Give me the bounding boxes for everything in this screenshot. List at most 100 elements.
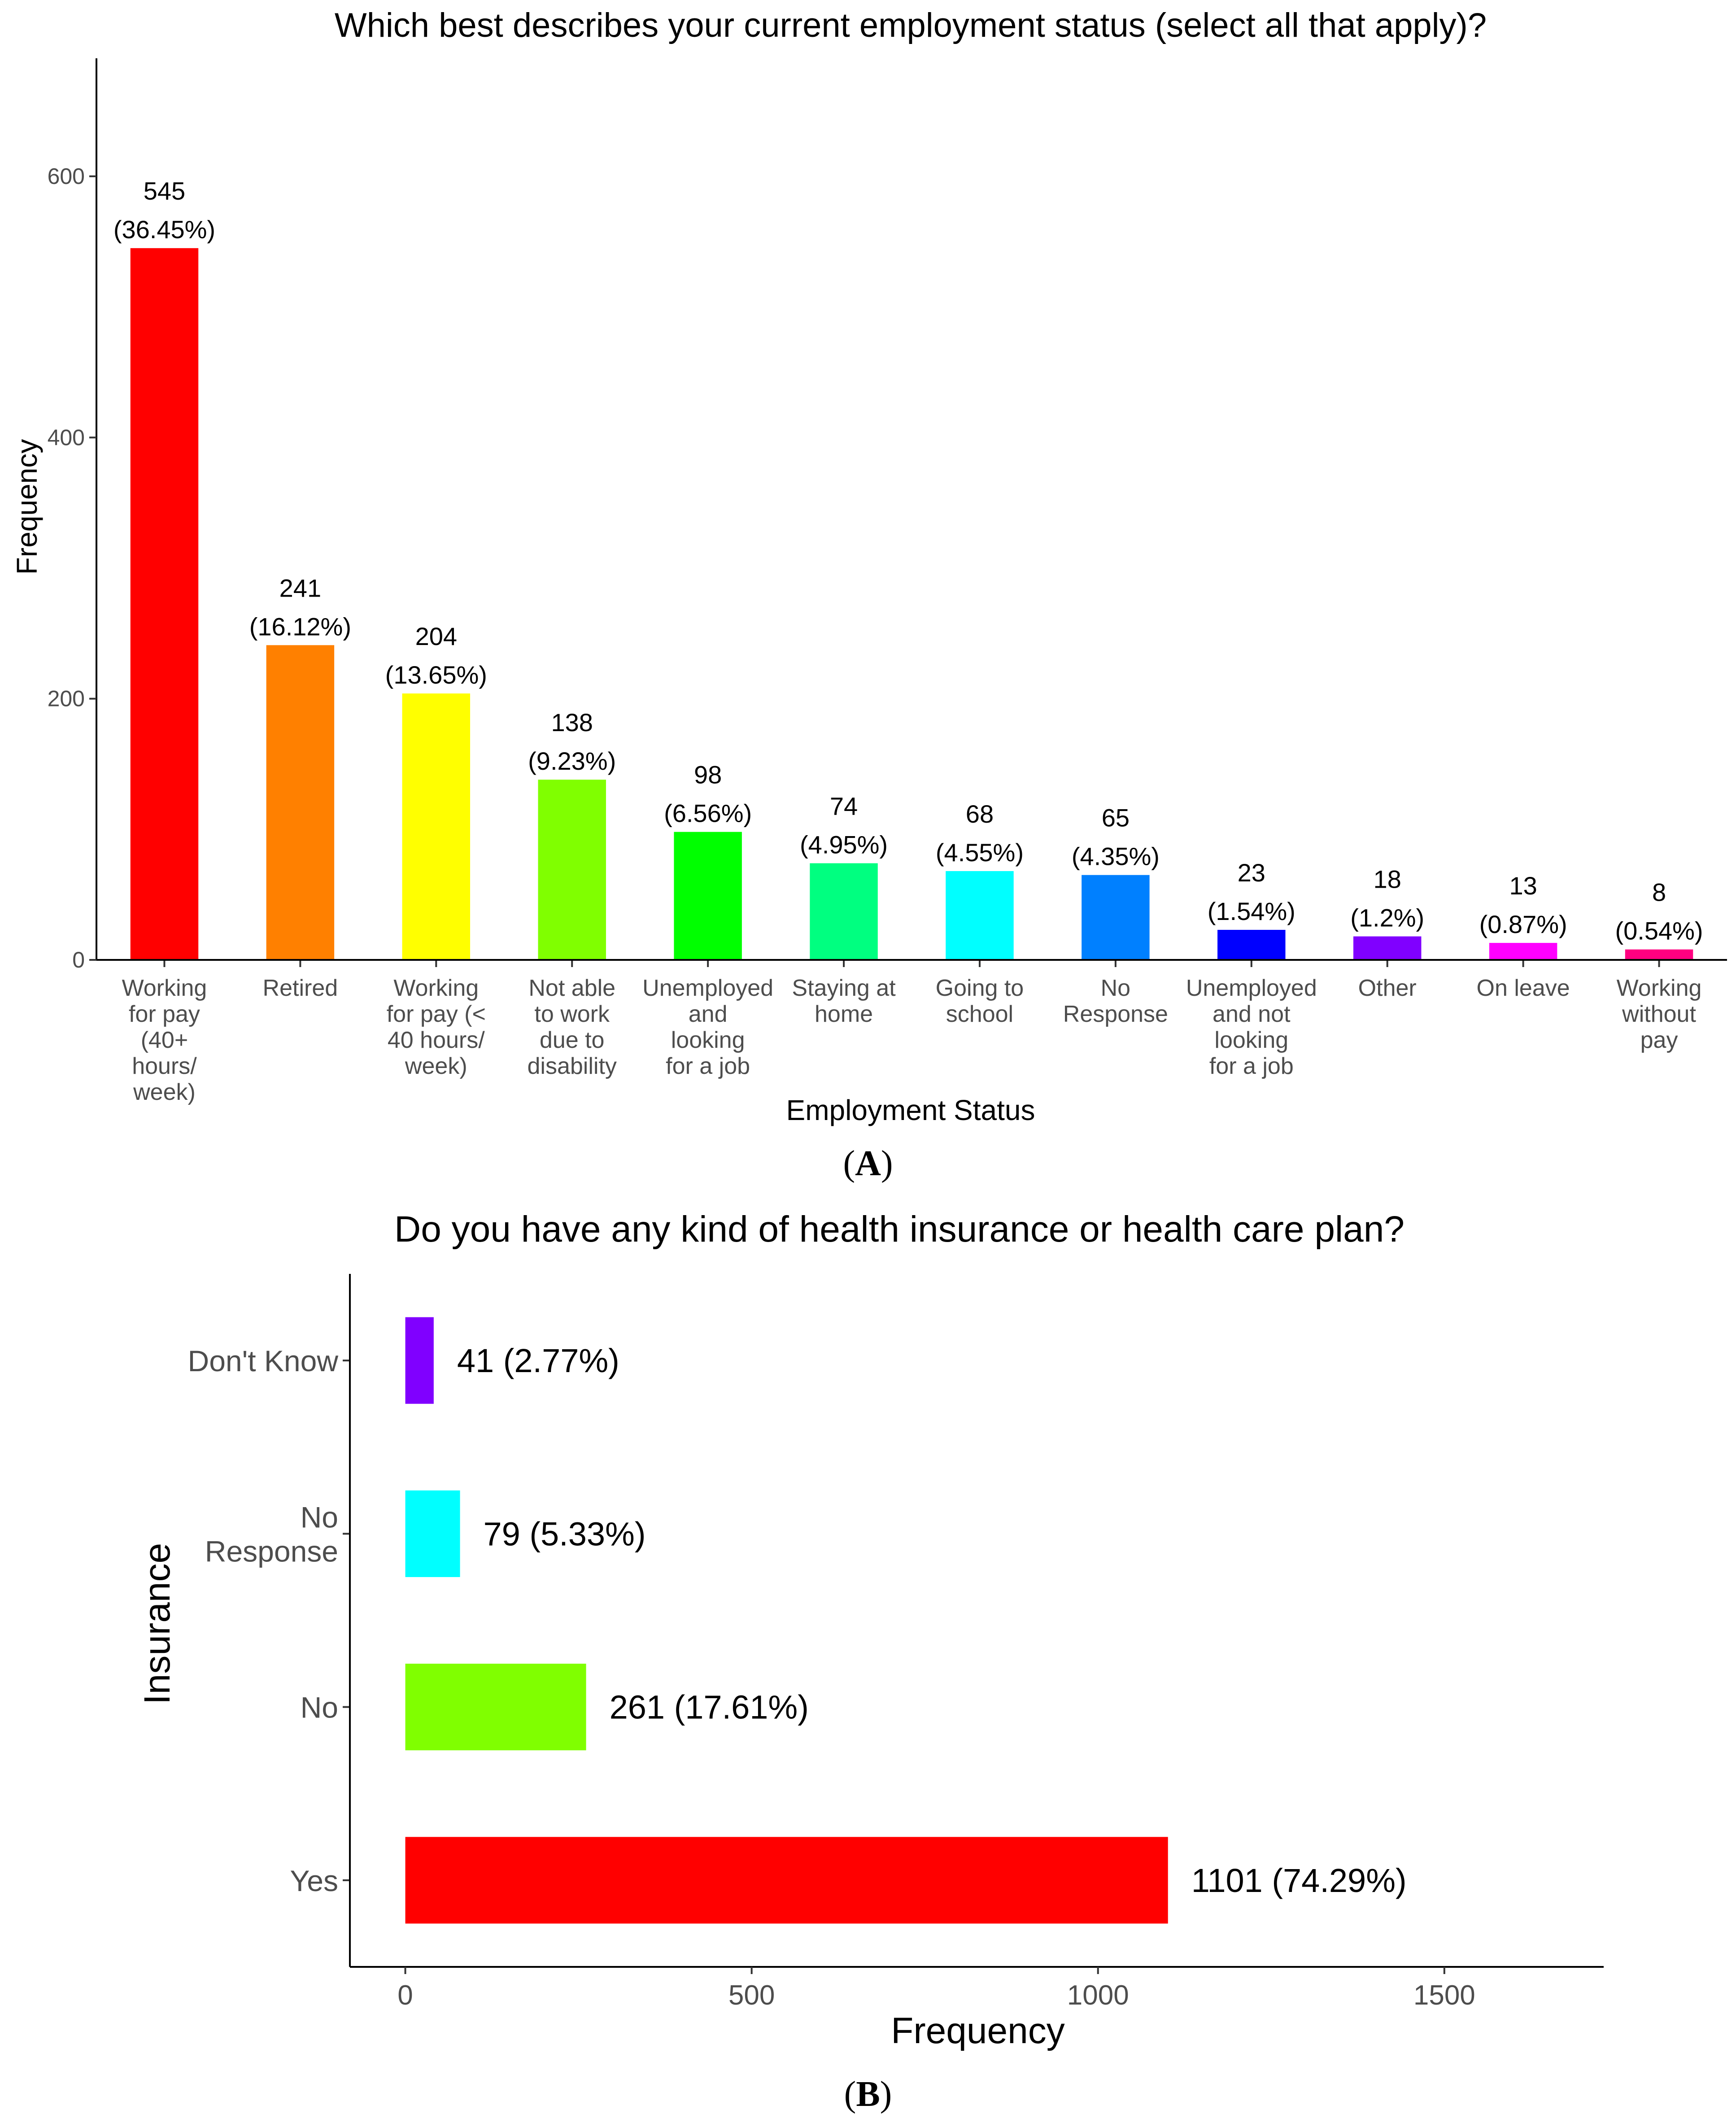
chart-a-x-tick-label-line: Working — [1617, 975, 1702, 1001]
chart-a-bar-value: 241 — [279, 574, 321, 602]
chart-a-x-axis: Working for pay (40+ hours/week) Retired Work… — [96, 959, 1727, 1105]
chart-b-bars — [405, 1317, 1168, 1924]
chart-b-x-tick-label: 500 — [728, 1980, 775, 2011]
chart-b-x-tick-label: 0 — [397, 1980, 413, 2011]
chart-a-bar-value: 65 — [1102, 804, 1130, 832]
chart-a-x-tick-label: On leave — [1477, 975, 1570, 1001]
chart-a-x-tick-label-line: Retired — [263, 975, 338, 1001]
chart-a-bar — [1217, 930, 1286, 960]
chart-a-bar-percent: (13.65%) — [385, 661, 487, 689]
chart-a-x-tick-label-line: for pay (< — [387, 1001, 486, 1027]
chart-a-bar-percent: (1.54%) — [1208, 897, 1295, 925]
chart-a-bar-percent: (4.95%) — [800, 831, 888, 859]
chart-b-x-axis: 0 500 1000 1500 — [350, 1966, 1604, 2011]
panel-label-a: (A) — [843, 1144, 893, 1183]
chart-a-bar-percent: (4.55%) — [936, 838, 1024, 867]
chart-a-bar — [1082, 875, 1150, 960]
chart-a-x-tick-label: Going to school — [936, 975, 1024, 1027]
chart-a-x-tick-label-line: Unemployed — [1186, 975, 1317, 1001]
chart-a-x-tick-label-line: Not able — [528, 975, 615, 1001]
chart-a-x-tick-label-line: On leave — [1477, 975, 1570, 1001]
chart-a-bar-value: 23 — [1238, 859, 1265, 887]
chart-a-bar-percent: (0.54%) — [1615, 917, 1703, 945]
chart-b-value-labels: 1101 (74.29%) 261 (17.61%) 79 (5.33%) 41 (2… — [457, 1342, 1407, 1899]
chart-a-x-tick-label-line: Staying at — [792, 975, 896, 1001]
chart-a-bar-value: 545 — [144, 177, 185, 205]
chart-a-bar — [130, 248, 199, 960]
chart-b-x-tick-label: 1500 — [1413, 1980, 1475, 2011]
chart-a-bars — [130, 248, 1693, 960]
chart-a-bar-percent: (9.23%) — [528, 747, 616, 775]
chart-a-x-tick-label: Unemployed and looking for a job — [642, 975, 773, 1079]
chart-a-bar — [1353, 936, 1422, 960]
chart-a-x-tick-label-line: to work — [534, 1001, 610, 1027]
chart-b-bar-label: 79 (5.33%) — [484, 1515, 646, 1552]
chart-a-value-labels: 545(36.45%)241(16.12%) 204(13.65%)138(9.2… — [113, 177, 1703, 945]
chart-a-bar — [266, 645, 335, 960]
chart-a-x-tick-label: Not able to work due to disability — [527, 975, 616, 1079]
chart-a-x-tick-label: Working for pay (40+ hours/week) — [122, 975, 207, 1105]
chart-b-bar-label: 41 (2.77%) — [457, 1342, 619, 1379]
chart-a-x-tick-label-line: for a job — [666, 1053, 750, 1079]
chart-b-y-tick-label: Yes — [290, 1864, 338, 1897]
chart-a-title: Which best describes your current employ… — [335, 6, 1487, 44]
chart-a-x-tick-label-line: Going to — [936, 975, 1024, 1001]
chart-b-y-tick-label-line: Response — [205, 1534, 338, 1568]
chart-a-bar-value: 8 — [1652, 878, 1666, 907]
chart-a-x-tick-label-line: due to — [540, 1027, 605, 1053]
chart-a-x-tick-label: Other — [1358, 975, 1417, 1001]
chart-a-bar — [674, 832, 742, 960]
chart-a-bar — [946, 871, 1014, 960]
chart-a-x-tick-label-line: week) — [133, 1079, 196, 1105]
chart-b: Do you have any kind of health insurance… — [137, 1209, 1604, 2114]
chart-a-bar — [1625, 949, 1693, 960]
chart-a: Which best describes your current employ… — [11, 6, 1727, 1183]
chart-b-y-tick-label-line: No — [301, 1500, 338, 1534]
chart-a-x-tick-label-line: and — [689, 1001, 728, 1027]
chart-a-x-tick-label-line: Unemployed — [642, 975, 773, 1001]
chart-a-x-tick-label-line: for pay — [129, 1001, 200, 1027]
chart-a-x-tick-label-line: Response — [1063, 1001, 1168, 1027]
chart-b-x-tick-label: 1000 — [1067, 1980, 1129, 2011]
chart-a-x-tick-label-line: Working — [122, 975, 207, 1001]
chart-a-x-tick-label: No Response — [1063, 975, 1168, 1027]
chart-b-y-tick-label-line: No — [301, 1691, 338, 1724]
chart-a-bar-value: 68 — [966, 800, 994, 828]
chart-a-y-axis-title: Frequency — [11, 439, 43, 575]
chart-a-x-tick-label-line: for a job — [1209, 1053, 1294, 1079]
chart-a-x-tick-label: Staying at home — [792, 975, 896, 1027]
chart-a-y-axis: 0 200 400 600 — [48, 58, 97, 972]
chart-a-x-tick-label-line: home — [815, 1001, 873, 1027]
chart-a-x-tick-label-line: Working — [393, 975, 479, 1001]
chart-a-y-tick-label: 0 — [72, 947, 85, 972]
panel-label-b-letter: B — [856, 2075, 880, 2114]
chart-a-x-tick-label-line: week) — [405, 1053, 467, 1079]
chart-b-bar-label: 261 (17.61%) — [610, 1689, 809, 1726]
chart-a-x-tick-label: Working without pay — [1617, 975, 1702, 1053]
chart-a-bar-percent: (4.35%) — [1072, 842, 1160, 871]
chart-b-y-axis-title: Insurance — [137, 1543, 178, 1704]
chart-a-bar-value: 204 — [415, 622, 457, 650]
chart-a-x-tick-label-line: hours/ — [132, 1053, 197, 1079]
chart-a-x-tick-label-line: Other — [1358, 975, 1417, 1001]
chart-b-title: Do you have any kind of health insurance… — [394, 1209, 1405, 1250]
chart-b-bar-label: 1101 (74.29%) — [1191, 1862, 1407, 1899]
chart-a-y-tick-label: 400 — [48, 425, 85, 450]
chart-a-bar-percent: (0.87%) — [1479, 910, 1567, 938]
chart-b-bar — [405, 1837, 1168, 1924]
chart-a-x-tick-label-line: No — [1101, 975, 1130, 1001]
chart-a-y-tick-label: 200 — [48, 686, 85, 711]
panel-label-b: (B) — [844, 2075, 892, 2114]
chart-a-bar — [1489, 943, 1557, 960]
chart-b-x-axis-title: Frequency — [891, 2010, 1064, 2051]
chart-a-bar-percent: (36.45%) — [113, 215, 215, 244]
chart-b-y-tick-label-line: Don't Know — [188, 1344, 339, 1377]
chart-a-x-tick-label-line: disability — [527, 1053, 616, 1079]
chart-a-bar-percent: (6.56%) — [664, 799, 752, 828]
chart-a-bar-value: 74 — [830, 792, 858, 820]
chart-b-bar — [405, 1490, 460, 1577]
chart-a-x-tick-label-line: school — [946, 1001, 1013, 1027]
chart-a-bar — [402, 693, 471, 960]
